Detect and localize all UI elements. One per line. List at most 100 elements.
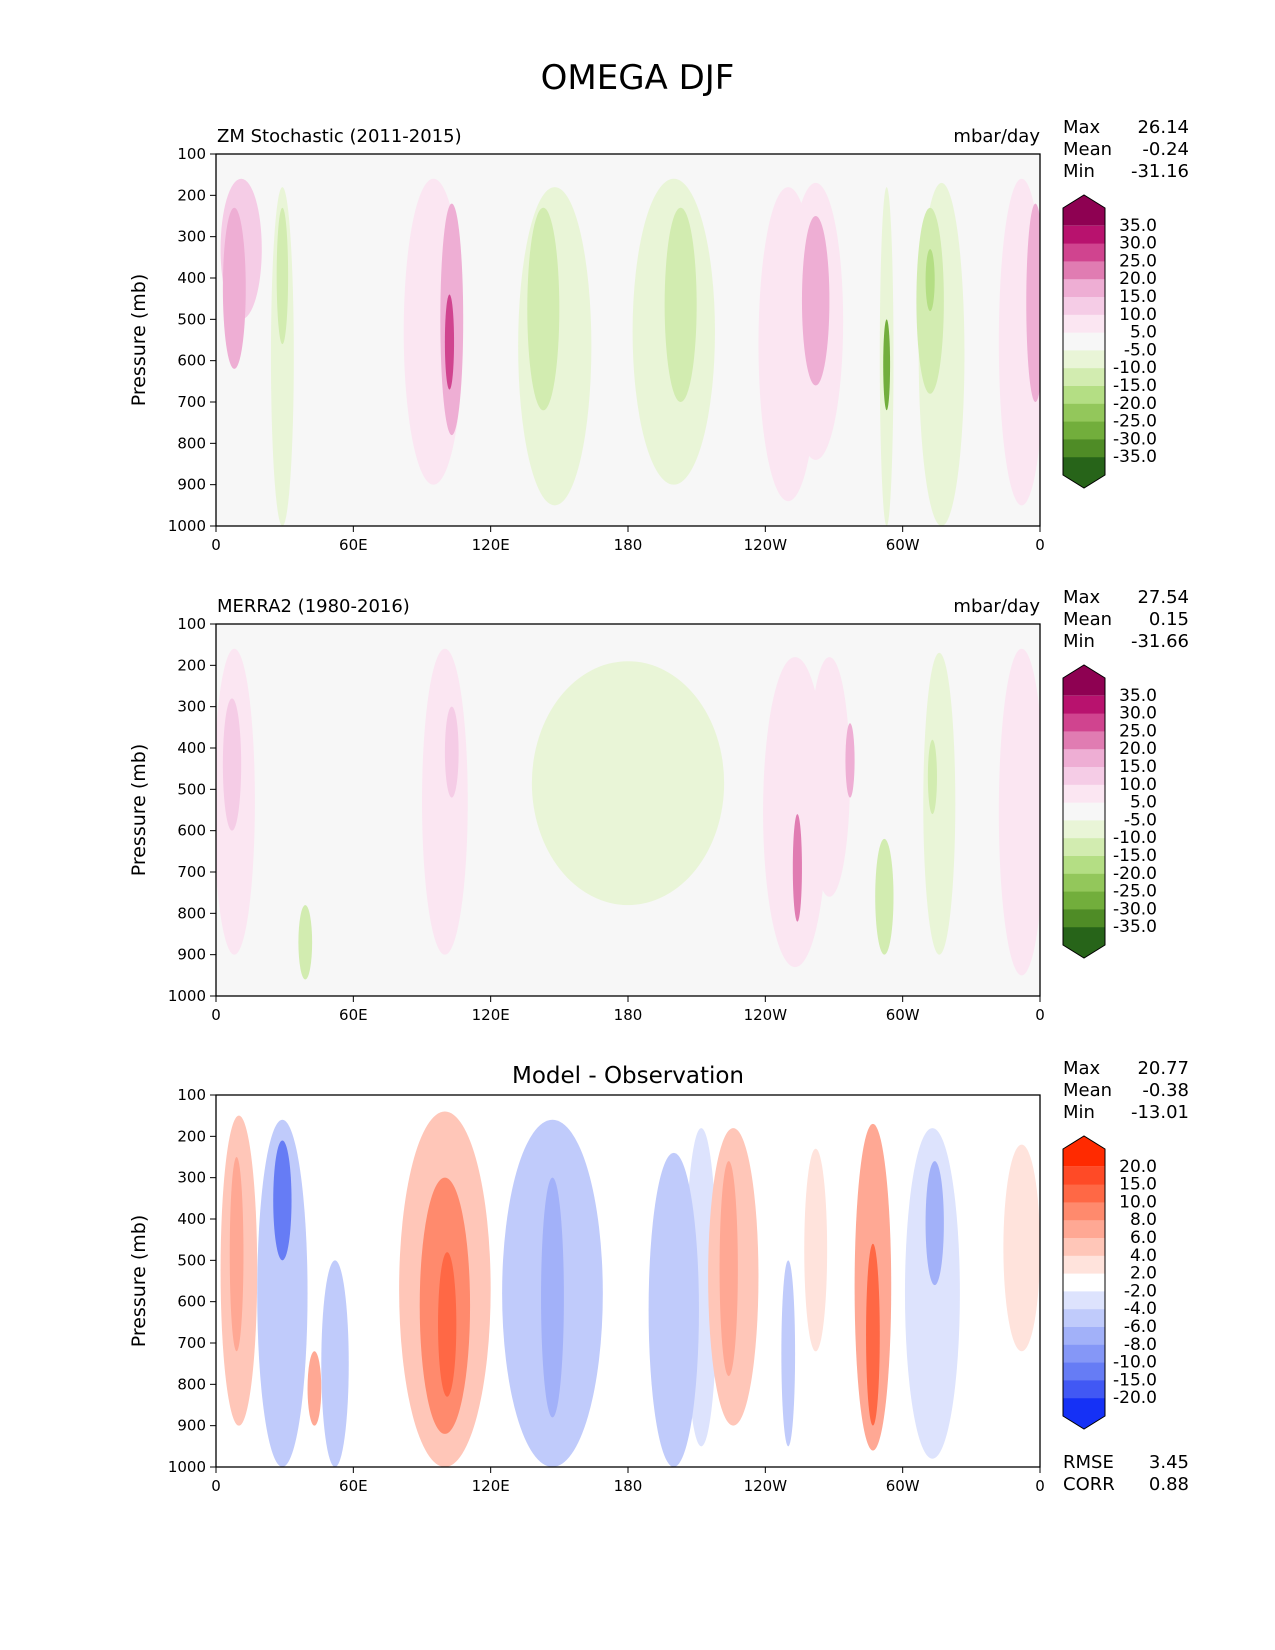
x-tick-label: 120E: [472, 536, 510, 554]
x-tick-label: 180: [614, 1006, 643, 1024]
colorbar-label: -6.0: [1124, 1317, 1157, 1337]
colorbar-swatch: [1063, 784, 1105, 804]
colorbar-swatch: [1063, 838, 1105, 857]
stat-label: Mean: [1063, 139, 1112, 160]
y-tick-label: 700: [177, 1334, 206, 1352]
panel-title-center: Model - Observation: [512, 1063, 744, 1089]
colorbar-swatch: [1063, 713, 1105, 732]
colorbar-swatch: [1063, 856, 1105, 875]
stat-label: Min: [1063, 161, 1095, 182]
field-layer-ref: [216, 648, 1040, 980]
field-feature: [801, 216, 830, 386]
stat-label: CORR: [1063, 1474, 1115, 1495]
y-tick-label: 800: [177, 434, 206, 452]
stat-label: RMSE: [1063, 1452, 1114, 1473]
stat-value: -31.66: [1131, 631, 1189, 652]
y-tick-label: 900: [177, 946, 206, 964]
y-tick-label: 1000: [168, 987, 206, 1005]
y-tick-label: 600: [177, 1293, 206, 1311]
colorbar-label: -30.0: [1113, 899, 1157, 919]
y-tick-label: 1000: [168, 517, 206, 535]
field-feature: [998, 648, 1040, 976]
colorbar-label: -15.0: [1113, 1370, 1157, 1390]
colorbar-label: 5.0: [1130, 323, 1157, 343]
colorbar-extend-bottom: [1063, 1398, 1105, 1429]
colorbar-swatch: [1063, 368, 1105, 387]
y-tick-label: 100: [177, 145, 206, 163]
colorbar-label: 15.0: [1119, 757, 1157, 777]
colorbar-label: -20.0: [1113, 394, 1157, 414]
colorbar-swatch: [1063, 1291, 1105, 1310]
field-feature: [229, 1157, 244, 1352]
y-axis-label: Pressure (mb): [128, 274, 150, 407]
field-feature: [276, 207, 289, 345]
y-tick-label: 400: [177, 739, 206, 757]
colorbar-label: -25.0: [1113, 412, 1157, 432]
stat-label: Mean: [1063, 609, 1112, 630]
colorbar-label: 35.0: [1119, 216, 1157, 236]
colorbar-swatch: [1063, 1238, 1105, 1257]
colorbar-label: 20.0: [1119, 739, 1157, 759]
colorbar-label: 2.0: [1130, 1264, 1157, 1284]
x-tick-label: 0: [1035, 1477, 1045, 1495]
stat-value: -31.16: [1131, 161, 1189, 182]
colorbar-swatch: [1063, 1273, 1105, 1292]
y-tick-label: 300: [177, 1169, 206, 1187]
field-feature: [222, 207, 246, 369]
field-feature: [792, 814, 802, 922]
colorbar-label: -15.0: [1113, 846, 1157, 866]
stat-value: -0.24: [1142, 139, 1189, 160]
colorbar-label: -2.0: [1124, 1281, 1157, 1301]
field-feature: [273, 1140, 292, 1261]
y-tick-label: 400: [177, 269, 206, 287]
colorbar-label: -20.0: [1113, 864, 1157, 884]
field-feature: [781, 1260, 796, 1447]
colorbar-label: 10.0: [1119, 305, 1157, 325]
y-tick-label: 400: [177, 1210, 206, 1228]
stat-label: Max: [1063, 117, 1101, 138]
panel-title-left: ZM Stochastic (2011-2015): [217, 126, 462, 147]
colorbar-swatch: [1063, 403, 1105, 423]
figure-title: OMEGA DJF: [540, 58, 735, 98]
y-tick-label: 600: [177, 822, 206, 840]
field-feature: [438, 1252, 457, 1397]
field-layer-test: [220, 178, 1040, 526]
colorbar-swatch: [1063, 820, 1105, 839]
colorbar-swatch: [1063, 439, 1105, 458]
y-tick-label: 200: [177, 186, 206, 204]
field-feature: [270, 187, 294, 526]
x-tick-label: 0: [211, 536, 221, 554]
colorbar-label: 30.0: [1119, 704, 1157, 724]
colorbar-extend-bottom: [1063, 457, 1105, 488]
colorbar-label: -25.0: [1113, 882, 1157, 902]
colorbar-swatch: [1063, 332, 1105, 351]
x-tick-label: 60E: [339, 1006, 368, 1024]
colorbar-label: -35.0: [1113, 447, 1157, 467]
colorbar-label: 20.0: [1119, 269, 1157, 289]
x-tick-label: 0: [211, 1006, 221, 1024]
y-tick-label: 100: [177, 615, 206, 633]
field-feature: [257, 1119, 308, 1467]
field-feature: [444, 706, 459, 798]
colorbar-swatch: [1063, 279, 1105, 298]
x-tick-label: 120W: [744, 1006, 788, 1024]
panel-title-left: MERRA2 (1980-2016): [217, 596, 410, 617]
colorbar-label: 10.0: [1119, 775, 1157, 795]
y-tick-label: 800: [177, 1375, 206, 1393]
field-feature: [923, 652, 956, 955]
colorbar-swatch: [1063, 891, 1105, 910]
y-tick-label: 200: [177, 656, 206, 674]
field-feature: [808, 657, 851, 897]
colorbar-swatch: [1063, 1309, 1105, 1328]
stat-label: Min: [1063, 631, 1095, 652]
colorbar-extend-bottom: [1063, 927, 1105, 958]
colorbar-label: -20.0: [1113, 1388, 1157, 1408]
stat-label: Max: [1063, 1058, 1101, 1079]
colorbar-label: -15.0: [1113, 376, 1157, 396]
colorbar-extend-top: [1063, 665, 1105, 696]
x-tick-label: 0: [211, 1477, 221, 1495]
colorbar-label: -10.0: [1113, 1353, 1157, 1373]
colorbar-outline: [1062, 194, 1106, 489]
y-tick-label: 200: [177, 1127, 206, 1145]
y-tick-label: 600: [177, 352, 206, 370]
